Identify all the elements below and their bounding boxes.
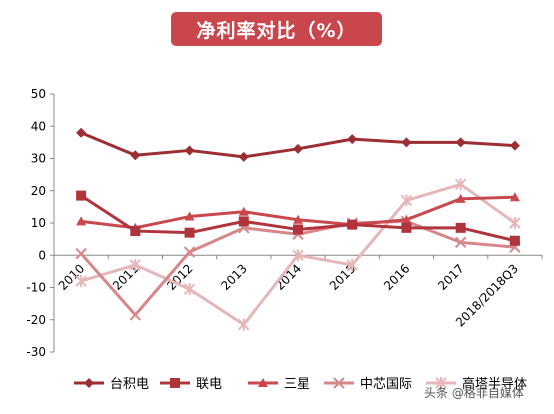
data-point xyxy=(401,137,412,148)
y-tick-label: 30 xyxy=(31,152,46,166)
legend: 台积电 联电 三星 中芯国际 高塔半导体 xyxy=(74,376,527,392)
data-point xyxy=(293,224,303,235)
chart-title: 净利率对比（%） xyxy=(171,12,382,46)
data-point xyxy=(75,275,87,288)
data-point xyxy=(76,216,87,226)
data-point xyxy=(455,222,466,233)
data-point xyxy=(238,216,249,227)
y-tick-label: 10 xyxy=(31,216,46,230)
legend-item: 联电 xyxy=(160,377,222,392)
data-point xyxy=(509,217,521,229)
legend-label: 台积电 xyxy=(110,377,149,392)
data-point xyxy=(347,134,358,145)
data-point xyxy=(183,246,196,258)
x-tick-label: 2016 xyxy=(381,261,412,292)
data-point xyxy=(400,194,413,207)
data-point xyxy=(401,214,412,224)
data-point xyxy=(455,193,466,203)
data-point xyxy=(293,214,303,224)
series-4 xyxy=(75,178,521,331)
y-tick-label: -30 xyxy=(26,345,46,359)
legend-marker xyxy=(170,378,180,388)
y-tick-label: 0 xyxy=(38,248,46,262)
data-point xyxy=(509,235,520,246)
legend-label: 高塔半导体 xyxy=(462,376,527,392)
data-point xyxy=(76,190,87,201)
legend-marker xyxy=(258,378,268,387)
data-point xyxy=(76,127,87,138)
data-point xyxy=(130,226,141,237)
y-tick-label: 20 xyxy=(31,184,46,198)
data-point xyxy=(184,227,195,238)
data-point xyxy=(346,258,358,271)
data-point xyxy=(183,283,196,296)
legend-item: 台积电 xyxy=(74,377,149,392)
legend-marker xyxy=(435,377,447,389)
legend-label: 联电 xyxy=(196,377,222,392)
data-point xyxy=(238,318,250,331)
watermark: 头条 @格非自媒体 xyxy=(424,386,524,400)
data-point xyxy=(238,206,249,216)
data-point xyxy=(454,236,467,249)
data-point xyxy=(184,211,195,221)
data-point xyxy=(401,222,412,233)
data-point xyxy=(293,143,303,154)
data-point xyxy=(292,249,304,262)
x-tick-label: 2017 xyxy=(435,261,466,292)
x-tick-label: 2010 xyxy=(56,261,87,292)
legend-marker xyxy=(333,377,345,389)
data-point xyxy=(454,178,467,191)
legend-item: 三星 xyxy=(248,377,310,392)
series-layer xyxy=(75,127,521,331)
x-tick-label: 2013 xyxy=(218,261,249,292)
data-point xyxy=(184,145,195,156)
data-point xyxy=(455,137,466,148)
data-point xyxy=(509,192,520,202)
legend-label: 中芯国际 xyxy=(360,377,412,392)
series-0 xyxy=(76,127,520,162)
legend-item: 中芯国际 xyxy=(324,377,412,392)
y-tick-label: -10 xyxy=(26,281,46,295)
data-point xyxy=(75,247,87,260)
data-point xyxy=(509,140,520,151)
series-1 xyxy=(76,190,520,246)
data-point xyxy=(129,258,142,271)
legend-item: 高塔半导体 xyxy=(426,376,527,392)
legend-label: 三星 xyxy=(284,377,310,392)
data-point xyxy=(130,150,141,161)
y-tick-label: -20 xyxy=(26,313,46,327)
y-tick-label: 40 xyxy=(31,119,46,133)
data-point xyxy=(238,151,249,162)
data-point xyxy=(129,309,142,321)
y-tick-label: 50 xyxy=(31,87,46,101)
legend-marker xyxy=(84,378,94,388)
data-point xyxy=(347,219,358,230)
